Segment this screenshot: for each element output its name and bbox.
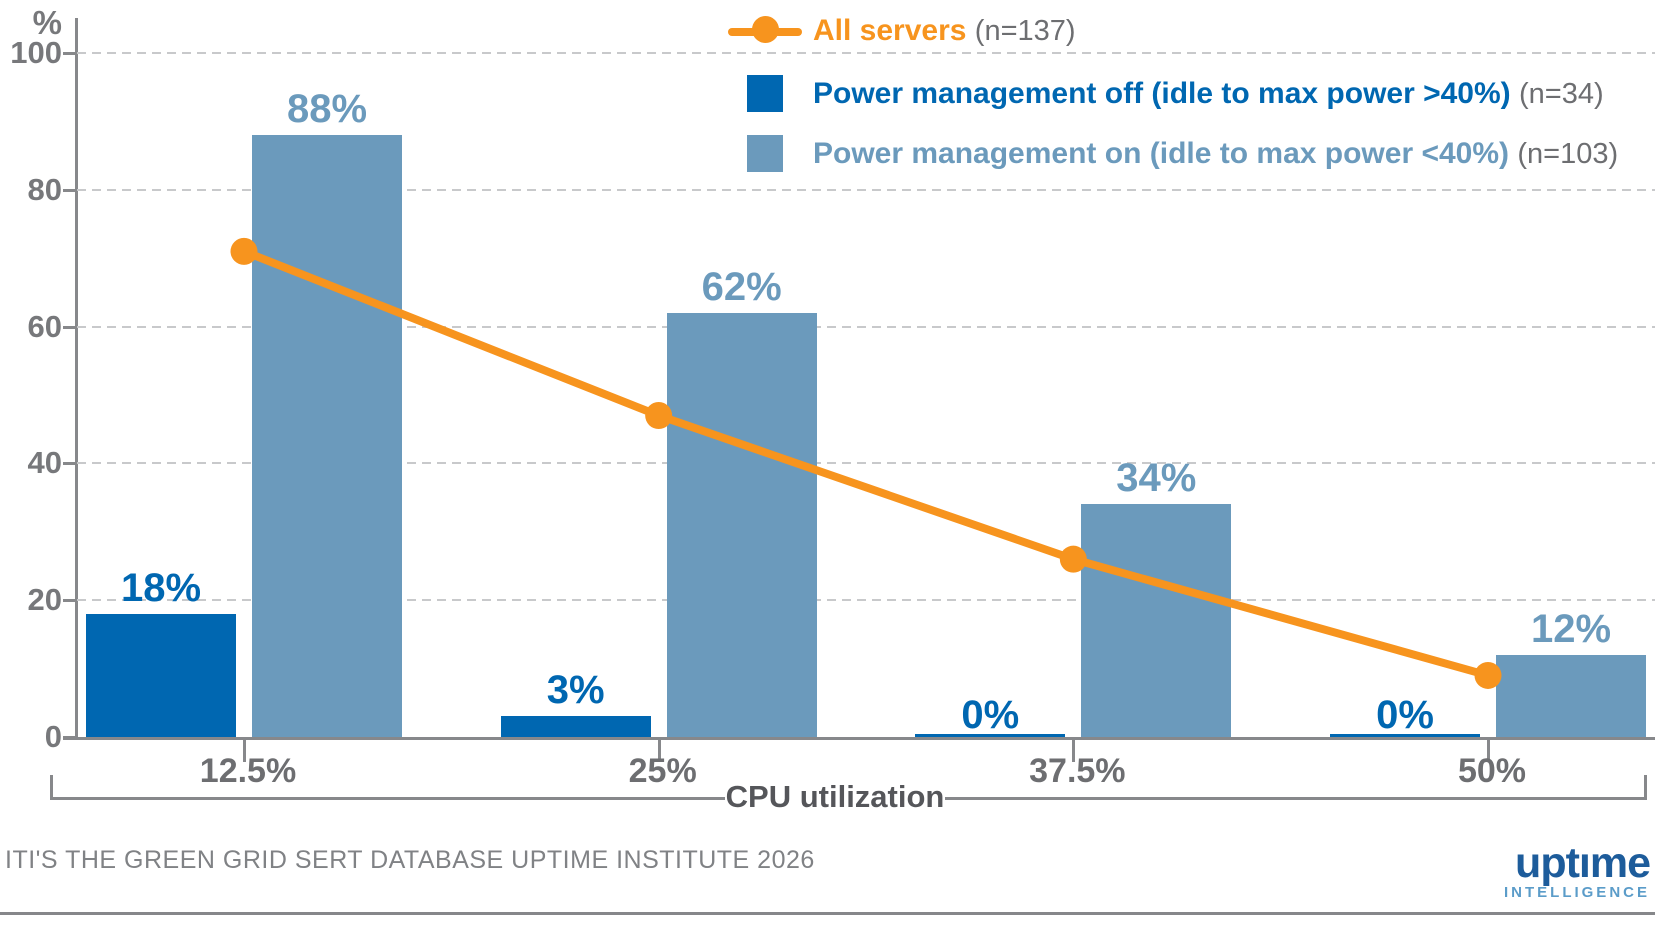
- source-note: ITI'S THE GREEN GRID SERT DATABASE UPTIM…: [5, 846, 815, 874]
- y-tick-label: 20: [27, 582, 62, 618]
- logo-subtitle: INTELLIGENCE: [1503, 884, 1650, 901]
- y-tick-label: 100: [10, 35, 62, 70]
- bar-value-label: 88%: [286, 87, 368, 132]
- y-tick-mark: [63, 325, 77, 329]
- x-tick-mark: [657, 738, 661, 762]
- legend-count: (n=34): [1519, 78, 1604, 110]
- bar-pm-off-37.5%: [915, 734, 1066, 737]
- legend-label: All servers (n=137): [813, 14, 1076, 47]
- x-tick-mark: [243, 738, 246, 762]
- y-tick-label: 40: [27, 445, 62, 481]
- bar-value-label: 0%: [961, 693, 1020, 737]
- y-axis-title: %: [32, 4, 62, 41]
- uptime-intelligence-logo: uptıme INTELLIGENCE: [1503, 839, 1651, 901]
- bar-pm-on-12.5%: [252, 135, 402, 737]
- legend-count: (n=137): [974, 15, 1076, 47]
- bar-value-label: 62%: [701, 264, 782, 309]
- bottom-divider: [0, 912, 1655, 915]
- x-tick-label: 50%: [1457, 752, 1527, 790]
- legend-count: (n=103): [1517, 138, 1619, 170]
- y-tick-mark: [63, 462, 77, 466]
- logo-wordmark: uptıme: [1515, 839, 1651, 887]
- bar-pm-off-12.5%: [86, 614, 236, 737]
- square-swatch-icon: [747, 135, 783, 172]
- legend-label: Power management off (idle to max power …: [813, 77, 1604, 110]
- square-swatch-icon: [747, 75, 783, 112]
- x-axis-line: [63, 737, 1655, 740]
- bar-pm-off-25%: [500, 716, 651, 737]
- y-axis-line: [75, 18, 78, 740]
- bracket-left-line: [50, 797, 725, 800]
- legend-label: Power management on (idle to max power <…: [813, 137, 1619, 170]
- y-tick-mark: [63, 599, 77, 603]
- bar-pm-on-50%: [1496, 655, 1646, 737]
- y-tick-label: 0: [44, 719, 62, 754]
- bar-pm-off-50%: [1330, 734, 1480, 737]
- dot-marker-icon: [752, 16, 779, 43]
- y-tick-label: 80: [27, 171, 62, 207]
- bar-value-label: 18%: [120, 565, 202, 610]
- x-tick-mark: [1487, 738, 1490, 762]
- bracket-right-line: [945, 797, 1647, 800]
- y-tick-mark: [63, 736, 77, 739]
- x-axis-title: CPU utilization: [725, 779, 945, 814]
- x-tick-label: 25%: [628, 752, 697, 790]
- y-tick-mark: [63, 52, 77, 55]
- bracket-right-tick: [1644, 775, 1647, 800]
- y-tick-mark: [63, 188, 77, 192]
- bracket-left-tick: [50, 775, 53, 800]
- gridline: [77, 188, 1655, 191]
- y-tick-label: 60: [27, 308, 62, 344]
- x-tick-mark: [1072, 738, 1076, 762]
- bar-value-label: 34%: [1116, 456, 1197, 501]
- gridline: [77, 52, 1655, 54]
- x-tick-label: 37.5%: [1029, 752, 1126, 790]
- bar-value-label: 12%: [1530, 606, 1612, 651]
- bar-pm-on-25%: [666, 313, 817, 737]
- x-tick-label: 12.5%: [199, 752, 297, 790]
- bar-value-label: 0%: [1376, 693, 1434, 737]
- bar-value-label: 3%: [546, 668, 605, 713]
- bar-pm-on-37.5%: [1081, 504, 1232, 737]
